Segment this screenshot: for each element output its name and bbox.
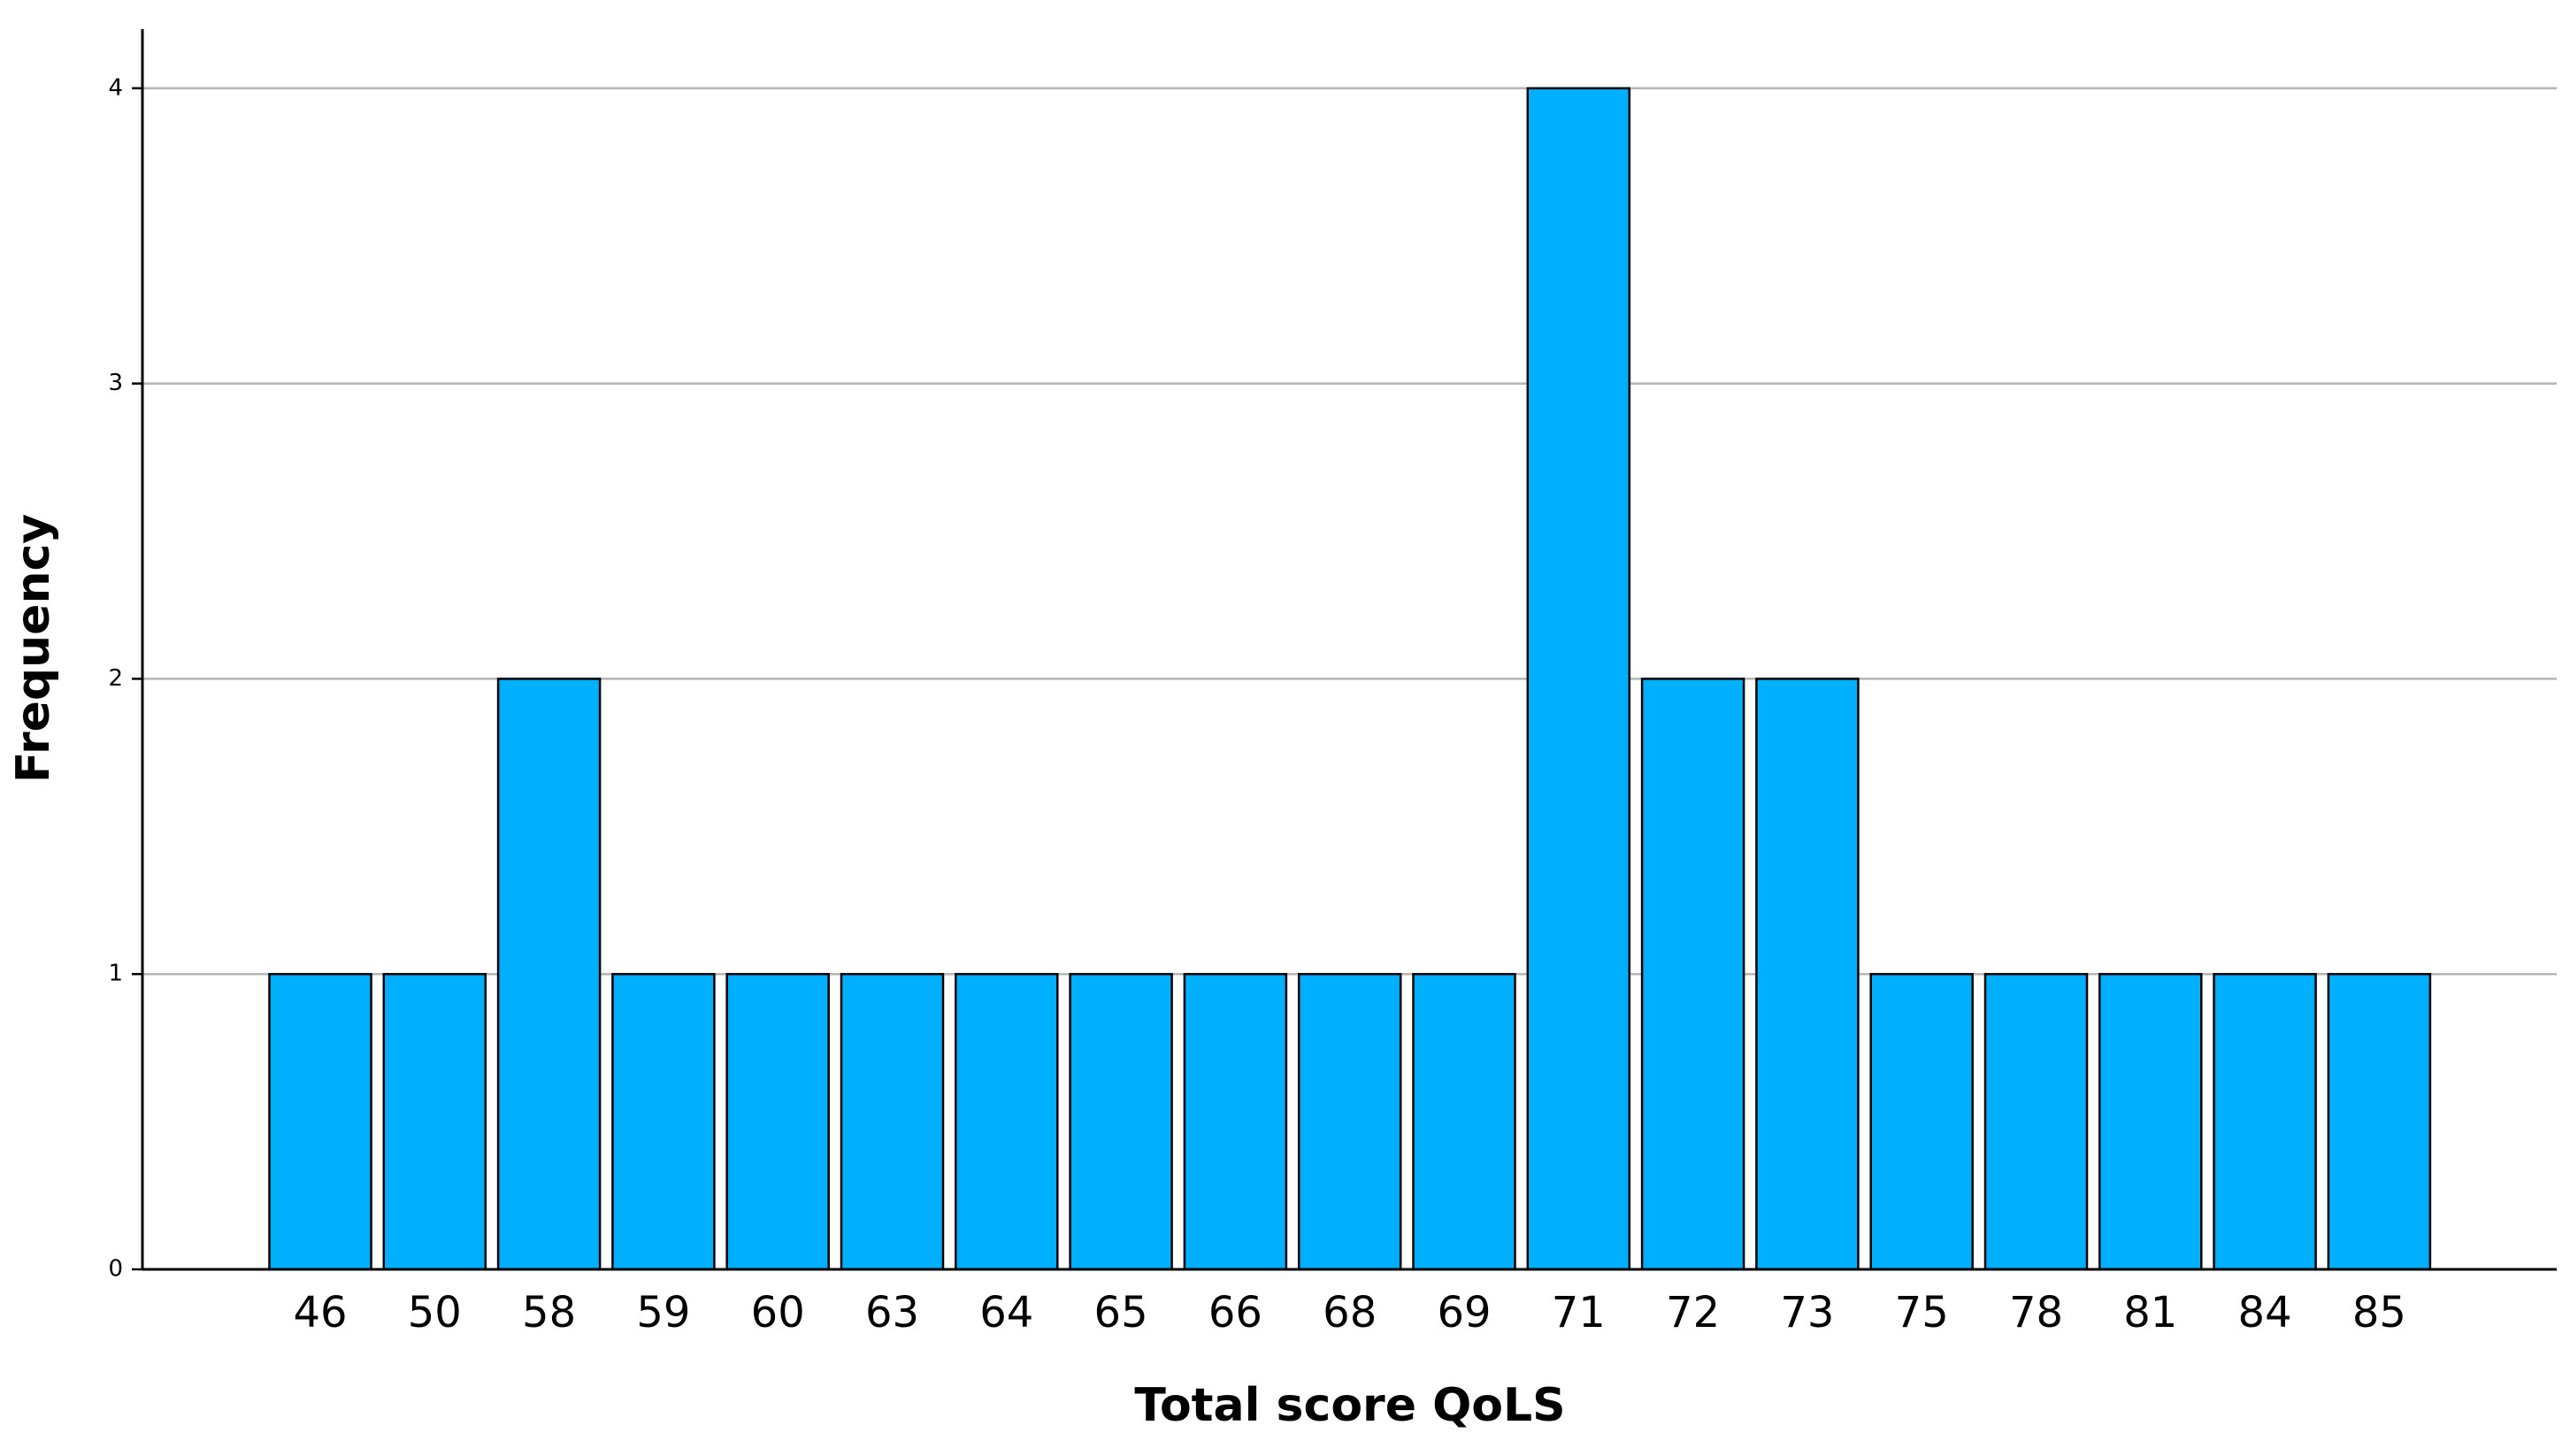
x-tick-label: 59 [636,1288,690,1337]
bar [2213,972,2317,1271]
y-axis-title: Frequency [7,514,60,783]
y-tick-label: 3 [108,370,123,396]
y-tick-label: 2 [108,665,123,692]
bar [955,972,1059,1271]
x-tick-label: 65 [1094,1288,1148,1337]
bar [1183,972,1288,1271]
x-tick-label: 75 [1895,1288,1949,1337]
bar [496,678,602,1271]
bar [268,972,372,1271]
x-tick-label: 66 [1208,1288,1262,1337]
x-axis-title: Total score QoLS [1134,1379,1565,1432]
bar [1069,972,1173,1271]
x-tick-label: 84 [2238,1288,2292,1337]
bar [1983,972,2089,1271]
bar [1869,972,1974,1271]
y-tick-label: 1 [108,961,123,987]
bar [2327,972,2432,1271]
y-tick-label: 0 [108,1256,123,1283]
x-tick-label: 60 [751,1288,805,1337]
x-tick-label: 78 [2009,1288,2063,1337]
x-tick-label: 64 [979,1288,1033,1337]
bar [1755,678,1860,1271]
x-tick-label: 73 [1780,1288,1834,1337]
x-tick-label: 69 [1437,1288,1491,1337]
y-tick-label: 4 [108,74,123,101]
bar [382,972,487,1271]
bar [840,972,945,1271]
x-tick-label: 68 [1323,1288,1377,1337]
x-tick-label: 63 [865,1288,919,1337]
bar [1412,972,1516,1271]
bar [2098,972,2203,1271]
x-tick-label: 81 [2123,1288,2177,1337]
x-tick-label: 58 [522,1288,576,1337]
bar [1526,87,1631,1271]
bar [1640,678,1745,1271]
x-tick-label: 72 [1666,1288,1720,1337]
x-tick-label: 71 [1552,1288,1606,1337]
x-tick-label: 50 [408,1288,462,1337]
x-tick-label: 85 [2352,1288,2406,1337]
bar [1297,972,1402,1271]
bar [725,972,830,1271]
x-tick-label: 46 [293,1288,347,1337]
bar [611,972,716,1271]
